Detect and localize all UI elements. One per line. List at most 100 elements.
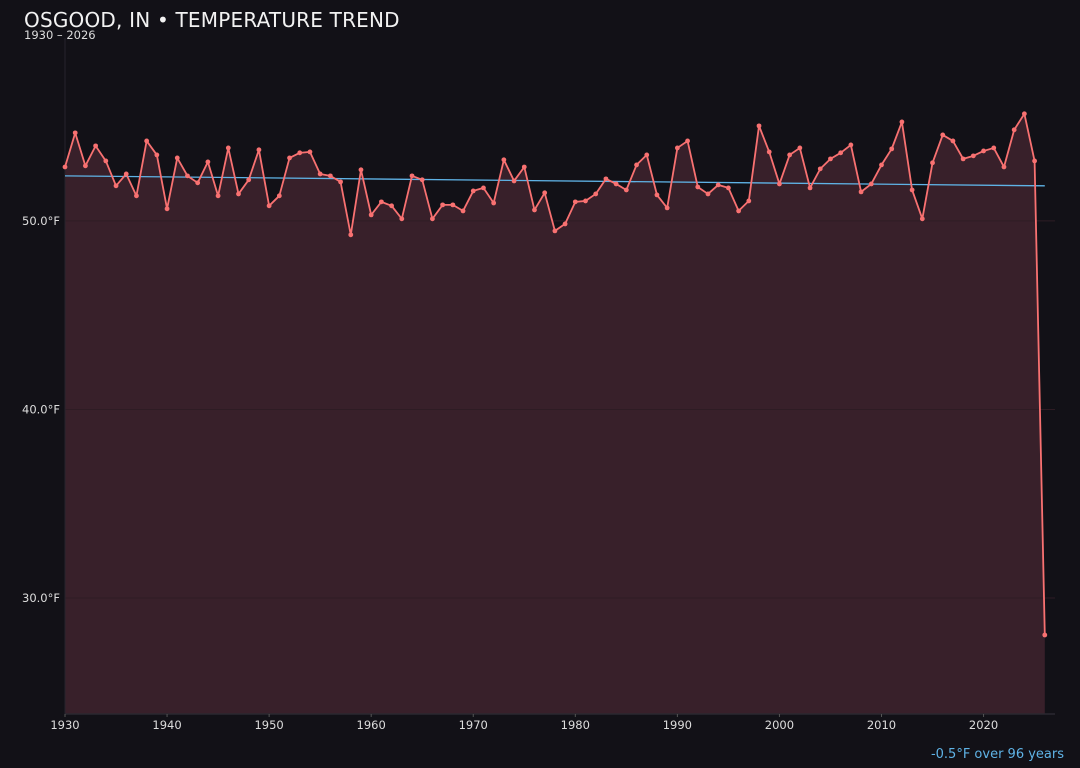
data-point bbox=[940, 132, 946, 138]
data-point bbox=[470, 188, 476, 194]
data-point bbox=[613, 181, 619, 187]
data-point bbox=[123, 171, 129, 177]
data-point bbox=[593, 191, 599, 197]
data-point bbox=[909, 187, 915, 193]
data-point bbox=[246, 177, 252, 183]
data-point bbox=[317, 171, 323, 177]
data-point bbox=[378, 199, 384, 205]
data-point bbox=[807, 185, 813, 191]
x-tick-label: 2020 bbox=[969, 718, 998, 732]
x-tick-label: 1940 bbox=[152, 718, 181, 732]
y-tick-label: 40.0°F bbox=[22, 402, 60, 416]
data-point bbox=[797, 145, 803, 151]
data-point bbox=[664, 205, 670, 211]
data-point bbox=[399, 216, 405, 222]
data-point bbox=[501, 157, 507, 163]
data-point bbox=[62, 164, 68, 170]
data-point bbox=[695, 184, 701, 190]
x-tick-label: 1970 bbox=[459, 718, 488, 732]
data-point bbox=[225, 145, 231, 151]
data-point bbox=[154, 152, 160, 158]
data-point bbox=[93, 143, 99, 149]
data-point bbox=[521, 164, 527, 170]
x-tick-label: 1960 bbox=[357, 718, 386, 732]
data-point bbox=[777, 181, 782, 187]
data-point bbox=[113, 183, 119, 189]
data-point bbox=[858, 189, 864, 195]
data-point bbox=[868, 181, 874, 187]
data-point bbox=[1042, 632, 1048, 638]
data-point bbox=[552, 228, 558, 234]
data-point bbox=[236, 191, 241, 197]
data-point bbox=[511, 178, 517, 184]
data-point bbox=[1021, 111, 1027, 117]
data-point bbox=[756, 123, 762, 129]
data-point bbox=[164, 206, 170, 212]
data-point bbox=[583, 198, 588, 204]
data-point bbox=[215, 193, 221, 199]
data-point bbox=[572, 199, 578, 205]
data-point bbox=[450, 202, 456, 208]
data-point bbox=[899, 119, 905, 125]
x-tick-label: 2010 bbox=[867, 718, 896, 732]
data-point bbox=[674, 145, 680, 151]
data-point bbox=[705, 191, 711, 197]
data-point bbox=[766, 149, 772, 155]
data-point bbox=[409, 173, 415, 179]
data-point bbox=[491, 200, 497, 206]
data-point bbox=[72, 130, 78, 136]
data-point bbox=[348, 232, 354, 238]
data-point bbox=[654, 192, 660, 198]
data-point bbox=[134, 193, 139, 199]
data-point bbox=[185, 173, 190, 179]
data-point bbox=[950, 138, 956, 144]
data-point bbox=[542, 190, 548, 196]
data-point bbox=[889, 146, 895, 152]
data-point bbox=[103, 158, 109, 164]
data-point bbox=[787, 152, 793, 158]
chart-subtitle: 1930 – 2026 bbox=[24, 28, 96, 42]
data-point bbox=[644, 152, 650, 158]
data-point bbox=[174, 155, 180, 161]
data-point bbox=[991, 145, 997, 151]
area-fill bbox=[65, 113, 1045, 715]
data-point bbox=[828, 156, 833, 162]
x-tick-label: 1990 bbox=[663, 718, 692, 732]
data-point bbox=[297, 150, 303, 156]
data-point bbox=[287, 155, 292, 161]
data-point bbox=[848, 142, 854, 148]
data-point bbox=[1001, 164, 1007, 170]
data-point bbox=[685, 138, 690, 144]
data-point bbox=[817, 166, 823, 172]
data-point bbox=[368, 212, 374, 218]
data-point bbox=[726, 185, 731, 191]
data-point bbox=[970, 153, 976, 159]
y-tick-label: 50.0°F bbox=[22, 214, 60, 228]
data-point bbox=[634, 162, 639, 168]
data-point bbox=[460, 208, 466, 214]
data-point bbox=[419, 177, 425, 183]
trend-annotation: -0.5°F over 96 years bbox=[930, 747, 1064, 762]
data-point bbox=[358, 167, 364, 173]
data-point bbox=[960, 156, 966, 162]
data-point bbox=[879, 162, 884, 168]
data-point bbox=[327, 173, 333, 179]
data-point bbox=[276, 193, 282, 199]
data-point bbox=[746, 198, 752, 204]
data-point bbox=[389, 203, 394, 209]
x-tick-label: 1980 bbox=[561, 718, 590, 732]
data-point bbox=[307, 149, 313, 155]
data-point bbox=[481, 185, 486, 191]
data-point bbox=[603, 176, 609, 182]
x-tick-label: 1930 bbox=[50, 718, 79, 732]
data-point bbox=[736, 208, 742, 214]
data-point bbox=[1011, 127, 1017, 133]
data-point bbox=[981, 148, 986, 154]
x-tick-label: 2000 bbox=[765, 718, 794, 732]
data-point bbox=[930, 160, 935, 166]
data-point bbox=[83, 163, 88, 169]
data-point bbox=[338, 179, 343, 185]
chart-title: OSGOOD, IN • TEMPERATURE TREND bbox=[24, 8, 400, 32]
data-point bbox=[532, 207, 537, 213]
